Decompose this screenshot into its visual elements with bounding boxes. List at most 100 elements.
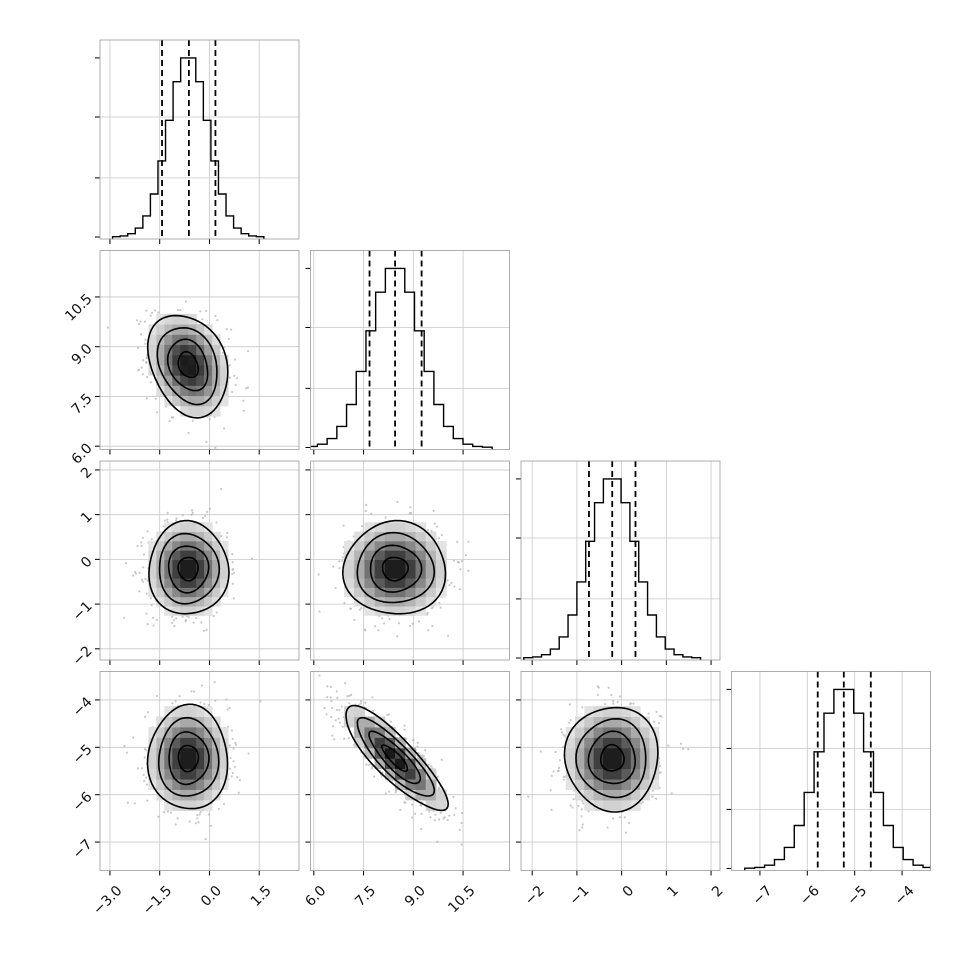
density-grid: [565, 706, 660, 811]
density-cell: [180, 747, 189, 759]
contour-level-0: [381, 744, 409, 773]
density-cell: [196, 737, 205, 749]
scatter-point: [175, 519, 178, 522]
scatter-point: [197, 821, 200, 824]
density-cell: [172, 559, 181, 570]
scatter-point: [433, 522, 436, 525]
density-cell: [374, 522, 386, 533]
scatter-point: [658, 764, 662, 767]
density-cell: [188, 596, 197, 607]
scatter-point: [233, 358, 237, 361]
density-cell: [188, 540, 197, 551]
scatter-point: [175, 617, 178, 620]
contour-level-0: [177, 744, 200, 773]
scatter-point: [214, 446, 217, 449]
scatter-point: [242, 409, 245, 412]
density-cell: [196, 758, 205, 770]
scatter-point: [326, 685, 329, 688]
scatter-point: [557, 766, 561, 769]
scatter-point: [166, 810, 170, 813]
scatter-point: [452, 559, 455, 562]
density-cell: [395, 587, 406, 598]
scatter-point: [150, 538, 153, 541]
density-cell: [188, 354, 197, 366]
density-cell: [649, 758, 660, 770]
density-cell: [196, 324, 205, 335]
density-cell: [364, 568, 376, 579]
scatter-point: [337, 717, 340, 720]
scatter-point: [335, 708, 339, 712]
density-cell: [180, 768, 189, 780]
density-cell: [196, 578, 205, 588]
scatter-point: [140, 541, 143, 544]
density-cell: [384, 568, 396, 579]
density-cell: [180, 354, 189, 366]
scatter-point: [146, 375, 149, 379]
scatter-point: [185, 618, 188, 622]
density-cell: [384, 737, 396, 749]
scatter-point: [140, 767, 143, 770]
contour-level-1: [166, 338, 209, 392]
scatter-point: [464, 554, 467, 557]
scatter-point: [141, 580, 145, 583]
hist-panel-0: [95, 39, 300, 244]
density-cell: [172, 605, 181, 616]
scatter-point: [596, 693, 599, 696]
scatter-point: [201, 516, 205, 520]
density-cell: [188, 405, 197, 417]
scatter-point: [359, 700, 363, 703]
plot-area: [317, 500, 470, 638]
density-cell: [602, 716, 613, 728]
density-cell: [575, 758, 585, 770]
density-cell: [640, 737, 650, 749]
scatter-point: [403, 728, 406, 732]
scatter-point: [205, 510, 208, 513]
density-cell: [593, 726, 604, 738]
density-cell: [435, 789, 447, 801]
density-cell: [612, 799, 623, 811]
density-cell: [395, 758, 406, 770]
grid: [731, 671, 931, 871]
density-cell: [405, 540, 417, 551]
density-cell: [405, 758, 417, 770]
x-tick-label: −1.5: [140, 883, 175, 918]
panel-frame: [99, 250, 300, 450]
scatter-point: [581, 706, 584, 709]
density-cell: [374, 587, 386, 598]
density-cell: [180, 559, 189, 570]
scatter-point: [228, 767, 232, 770]
density-cell: [220, 364, 229, 376]
scatter-point: [341, 559, 344, 563]
scatter-point: [177, 456, 179, 458]
density-cell: [220, 747, 229, 759]
scatter-point: [370, 512, 373, 515]
scatter-point: [215, 611, 218, 614]
scatter-point: [226, 708, 229, 711]
density-cell: [649, 747, 660, 759]
density-cell: [435, 568, 447, 579]
scatter-point: [569, 718, 572, 722]
scatter-point: [453, 813, 456, 816]
density-cell: [425, 559, 437, 570]
density-cell: [354, 531, 365, 542]
scatter-point: [190, 690, 193, 693]
scatter-point: [188, 820, 191, 823]
scatter-point: [338, 721, 342, 724]
density-cell: [640, 768, 650, 780]
density-cell: [602, 779, 613, 790]
scatter-point: [448, 814, 451, 817]
scatter-point: [184, 300, 187, 303]
density-cell: [584, 768, 595, 780]
density-cell: [172, 550, 181, 560]
scatter-point: [365, 503, 368, 507]
contour-level-0: [177, 350, 200, 379]
y-tick-label: 2: [78, 464, 96, 482]
scatter-point: [386, 713, 389, 717]
scatter-point: [140, 578, 143, 581]
contour-level-1: [368, 730, 422, 785]
density-cell: [164, 385, 173, 397]
scatter-point: [572, 797, 575, 801]
scatter-point: [606, 826, 609, 829]
density-cell: [204, 375, 213, 386]
scatter-point: [571, 806, 574, 809]
